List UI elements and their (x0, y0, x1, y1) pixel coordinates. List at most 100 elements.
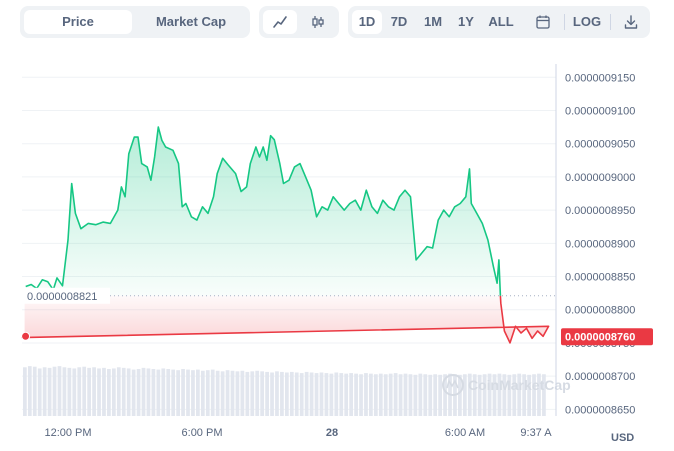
volume-bar (369, 373, 373, 416)
volume-bars (23, 366, 546, 416)
volume-bar (220, 371, 225, 416)
volume-bar (146, 368, 151, 416)
volume-bar (136, 369, 141, 416)
range-1d[interactable]: 1D (352, 10, 382, 34)
volume-bar (121, 367, 126, 416)
volume-bar (77, 367, 82, 416)
volume-bar (62, 367, 67, 416)
volume-bar (512, 374, 517, 416)
volume-bar (477, 374, 482, 416)
volume-bar (393, 373, 398, 416)
volume-bar (191, 370, 195, 416)
current-price-dot (21, 331, 31, 341)
volume-bar (462, 374, 467, 416)
line-chart-button[interactable] (263, 10, 297, 34)
volume-bar (107, 369, 111, 416)
log-scale-button[interactable]: LOG (572, 14, 602, 29)
line-chart-icon (273, 16, 287, 28)
volume-bar (37, 368, 42, 416)
volume-bar (72, 368, 77, 416)
volume-bar (151, 369, 156, 416)
volume-bar (522, 374, 527, 416)
down-area-fill (22, 295, 549, 343)
volume-bar (344, 373, 349, 416)
x-tick-label: 12:00 PM (44, 427, 91, 439)
volume-bar (265, 371, 269, 416)
range-1m[interactable]: 1M (423, 14, 443, 29)
volume-bar (23, 367, 27, 416)
volume-bar (275, 371, 279, 416)
volume-bar (235, 371, 240, 416)
volume-bar (334, 372, 339, 416)
y-axis: 0.00000086500.00000087000.00000087500.00… (555, 64, 635, 416)
volume-bar (32, 366, 37, 416)
watermark-text: CoinMarketCap (468, 377, 571, 393)
range-7d[interactable]: 7D (390, 14, 408, 29)
volume-bar (487, 373, 492, 416)
volume-bar (507, 374, 512, 416)
volume-bar (364, 373, 368, 416)
volume-bar (542, 374, 546, 416)
toolbar-divider (564, 14, 565, 30)
volume-bar (537, 373, 541, 416)
download-icon (624, 15, 638, 29)
volume-bar (126, 368, 131, 416)
candlestick-icon (312, 16, 324, 28)
y-tick-label: 0.0000008800 (565, 305, 635, 317)
volume-bar (111, 368, 116, 416)
volume-bar (131, 369, 136, 416)
toolbar-divider (610, 14, 611, 30)
volume-bar (270, 372, 274, 416)
volume-bar (433, 374, 438, 416)
chart-toolbar: Price Market Cap 1D 7D 1M 1Y ALL (0, 6, 674, 40)
volume-bar (92, 367, 96, 416)
volume-bar (57, 366, 62, 416)
currency-label: USD (611, 432, 635, 444)
volume-bar (166, 369, 171, 416)
calendar-button[interactable] (526, 10, 560, 34)
download-button[interactable] (614, 10, 648, 34)
volume-bar (532, 374, 536, 416)
volume-bar (116, 367, 121, 416)
volume-bar (210, 369, 215, 416)
volume-bar (285, 372, 289, 416)
volume-bar (527, 374, 531, 416)
volume-bar (52, 366, 57, 416)
volume-bar (408, 374, 413, 416)
volume-bar (97, 368, 101, 416)
current-price-label: 0.0000008760 (565, 331, 635, 343)
volume-bar (438, 374, 442, 416)
volume-bar (87, 367, 92, 416)
volume-bar (388, 373, 393, 416)
volume-bar (398, 374, 403, 416)
volume-bar (181, 369, 185, 416)
y-tick-label: 0.0000008950 (565, 205, 635, 217)
volume-bar (359, 374, 363, 416)
tab-price[interactable]: Price (24, 10, 132, 34)
volume-bar (304, 371, 309, 416)
candlestick-button[interactable] (301, 10, 335, 34)
coinmarketcap-watermark: CoinMarketCap (442, 374, 571, 396)
volume-bar (314, 373, 319, 416)
volume-bar (82, 366, 87, 416)
x-axis: 12:00 PM 6:00 PM 28 6:00 AM 9:37 A (44, 427, 552, 439)
price-area (21, 126, 550, 344)
volume-bar (324, 373, 329, 416)
volume-bar (299, 373, 304, 416)
volume-bar (319, 372, 324, 416)
y-tick-label: 0.0000008700 (565, 371, 635, 383)
y-tick-label: 0.0000009000 (565, 172, 635, 184)
volume-bar (472, 374, 477, 416)
chart-style-toggle (259, 6, 339, 38)
volume-bar (339, 373, 344, 416)
volume-bar (205, 370, 210, 416)
range-all[interactable]: ALL (488, 14, 514, 29)
tab-market-cap[interactable]: Market Cap (155, 14, 227, 29)
volume-bar (225, 370, 230, 416)
range-1y[interactable]: 1Y (458, 14, 474, 29)
metric-toggle: Price Market Cap (20, 6, 250, 38)
volume-bar (250, 371, 255, 416)
volume-bar (418, 373, 423, 416)
volume-bar (428, 374, 433, 416)
